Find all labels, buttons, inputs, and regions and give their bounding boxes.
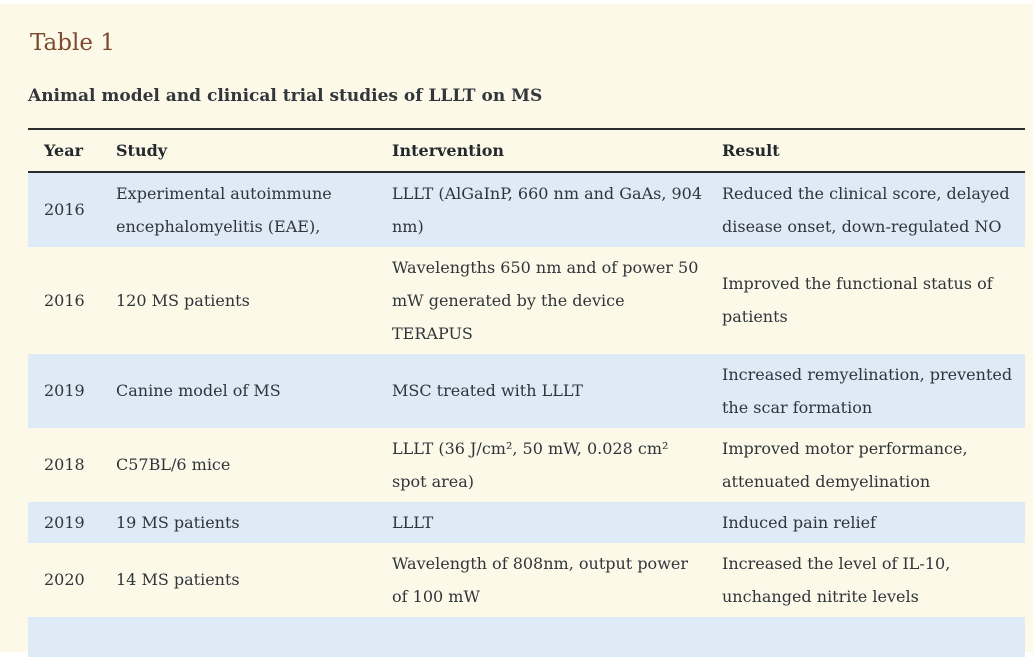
cell-intervention: LLLT — [392, 512, 434, 532]
cell-intervention — [384, 617, 714, 657]
column-header-result: Result — [722, 140, 780, 160]
cell-year: 2019 — [44, 512, 85, 532]
cell-result — [714, 617, 1025, 657]
table-row: 2016 Experimental autoimmune encephalomye… — [28, 171, 1025, 247]
table-row: 2020 14 MS patients Wavelength of 808nm, o… — [28, 543, 1025, 617]
cell-intervention: LLLT (36 J/cm², 50 mW, 0.028 cm² spot ar… — [392, 438, 669, 491]
cell-study: 19 MS patients — [116, 512, 240, 532]
table-row: 2019 Canine model of MS MSC treated with L… — [28, 353, 1025, 428]
table-caption: Animal model and clinical trial studies … — [28, 85, 543, 106]
column-header-study: Study — [116, 140, 168, 160]
cell-result: Induced pain relief — [722, 512, 876, 532]
cell-intervention: Wavelength of 808nm, output power of 100… — [392, 553, 688, 606]
cell-year: 2016 — [44, 200, 85, 220]
cell-result: Increased remyelination, prevented the s… — [722, 364, 1013, 417]
table-body: 2016 Experimental autoimmune encephalomye… — [28, 171, 1025, 657]
table-row: 2018 C57BL/6 mice LLLT (36 J/cm², 50 mW, 0… — [28, 428, 1025, 502]
studies-table: Year Study Intervention Result 2016 Exper… — [28, 128, 1025, 657]
cell-result: Improved motor performance, attenuated d… — [722, 438, 968, 491]
cell-intervention: LLLT (AlGaInP, 660 nm and GaAs, 904 nm) — [392, 183, 703, 236]
cell-study: C57BL/6 mice — [116, 455, 231, 475]
article-table-section: Table 1 Animal model and clinical trial … — [0, 4, 1033, 657]
cell-year: 2018 — [44, 455, 85, 475]
cell-result: Reduced the clinical score, delayed dise… — [722, 183, 1010, 236]
table-header: Year Study Intervention Result — [28, 128, 1025, 172]
page-top-edge — [0, 0, 1033, 4]
cell-year: 2019 — [44, 381, 85, 401]
table-label: Table 1 — [30, 30, 115, 56]
cell-study — [108, 617, 384, 657]
cell-year: 2020 — [44, 570, 85, 590]
cell-intervention: Wavelengths 650 nm and of power 50 mW ge… — [392, 257, 699, 343]
cell-intervention: MSC treated with LLLT — [392, 381, 583, 401]
table-header-row: Year Study Intervention Result — [28, 128, 1025, 172]
cell-study: 14 MS patients — [116, 570, 240, 590]
table-row: 2016 120 MS patients Wavelengths 650 nm an… — [28, 247, 1025, 354]
cell-year — [28, 617, 108, 657]
table-row: 2019 19 MS patients LLLT Induced pain relie… — [28, 501, 1025, 543]
column-header-year: Year — [44, 140, 84, 160]
cell-result: Increased the level of IL-10, unchanged … — [722, 553, 951, 606]
cell-study: 120 MS patients — [116, 290, 250, 310]
cell-result: Improved the functional status of patien… — [722, 274, 993, 327]
column-header-intervention: Intervention — [392, 140, 504, 160]
table-row-partial — [28, 616, 1025, 657]
cell-study: Experimental autoimmune encephalomyeliti… — [116, 183, 332, 236]
cell-study: Canine model of MS — [116, 381, 281, 401]
cell-year: 2016 — [44, 290, 85, 310]
